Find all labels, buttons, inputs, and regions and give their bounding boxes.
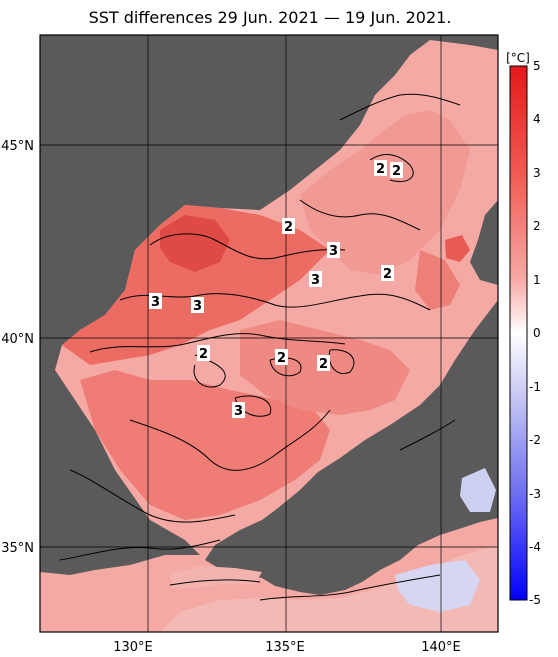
contour-label: 2 bbox=[197, 345, 210, 362]
colorbar bbox=[509, 65, 528, 601]
sea-pacific-south bbox=[160, 545, 498, 632]
map-title: SST differences 29 Jun. 2021 — 19 Jun. 2… bbox=[88, 8, 452, 27]
colorbar-tick: 0 bbox=[533, 326, 541, 340]
graticule bbox=[40, 35, 498, 632]
svg-text:3: 3 bbox=[193, 299, 202, 314]
map-frame bbox=[39, 34, 499, 633]
contour-label: 2 bbox=[374, 160, 387, 177]
colorbar-tick: 1 bbox=[533, 273, 541, 287]
colorbar-tick: -1 bbox=[529, 380, 541, 394]
lat-label-35n: 35°N bbox=[1, 541, 34, 556]
warm-zone-hokkaido bbox=[445, 235, 470, 262]
warm-zone-south bbox=[80, 370, 330, 520]
colorbar-tick: 5 bbox=[533, 59, 541, 73]
contour-label: 2 bbox=[390, 162, 403, 179]
contour-label: 3 bbox=[232, 402, 245, 419]
colorbar-tick: -4 bbox=[529, 540, 541, 554]
colorbar-tick: -5 bbox=[529, 593, 541, 607]
colorbar-tick: -3 bbox=[529, 487, 541, 501]
land-asia bbox=[40, 35, 498, 575]
contour-label: 2 bbox=[381, 265, 394, 282]
svg-text:3: 3 bbox=[311, 273, 320, 288]
svg-text:3: 3 bbox=[329, 244, 338, 259]
svg-text:2: 2 bbox=[199, 347, 208, 362]
lon-label-140e: 140°E bbox=[421, 640, 461, 655]
colorbar-tick: 2 bbox=[533, 219, 541, 233]
svg-text:2: 2 bbox=[277, 351, 286, 366]
contour-label: 3 bbox=[149, 293, 162, 310]
svg-text:2: 2 bbox=[376, 162, 385, 177]
colorbar-unit: [°C] bbox=[506, 51, 530, 65]
colorbar-tick: -2 bbox=[529, 433, 541, 447]
contour-label: 2 bbox=[317, 355, 330, 372]
lon-label-135e: 135°E bbox=[265, 640, 305, 655]
land-hokkaido bbox=[470, 200, 498, 285]
cool-patch bbox=[395, 560, 480, 612]
contour-label: 3 bbox=[309, 271, 322, 288]
lat-label-45n: 45°N bbox=[1, 139, 34, 154]
lon-label-130e: 130°E bbox=[113, 640, 153, 655]
contour-label: 2 bbox=[282, 218, 295, 235]
contour-label: 3 bbox=[327, 242, 340, 259]
colorbar-tick: 4 bbox=[533, 112, 541, 126]
svg-text:3: 3 bbox=[151, 295, 160, 310]
sea-seto bbox=[170, 566, 262, 588]
warm-zone-main bbox=[62, 205, 330, 365]
svg-text:2: 2 bbox=[383, 267, 392, 282]
colorbar-ticks: 5 4 3 2 1 0 -1 -2 -3 -4 -5 bbox=[529, 59, 541, 607]
warm-zone-core bbox=[160, 215, 230, 272]
lat-label-40n: 40°N bbox=[1, 332, 34, 347]
contour-label: 2 bbox=[275, 349, 288, 366]
colorbar-tick: 3 bbox=[533, 166, 541, 180]
svg-text:3: 3 bbox=[234, 404, 243, 419]
contour-value-labels: 2 2 2 3 3 2 3 3 2 2 2 3 bbox=[149, 160, 403, 419]
warm-zone-east bbox=[415, 250, 460, 310]
contour-label: 3 bbox=[191, 297, 204, 314]
warm-zone-north bbox=[300, 110, 470, 275]
land-japan bbox=[205, 300, 498, 595]
svg-text:2: 2 bbox=[392, 164, 401, 179]
svg-text:2: 2 bbox=[319, 357, 328, 372]
contour-lines bbox=[59, 93, 461, 601]
cool-patch-east bbox=[460, 468, 496, 512]
svg-text:2: 2 bbox=[284, 220, 293, 235]
